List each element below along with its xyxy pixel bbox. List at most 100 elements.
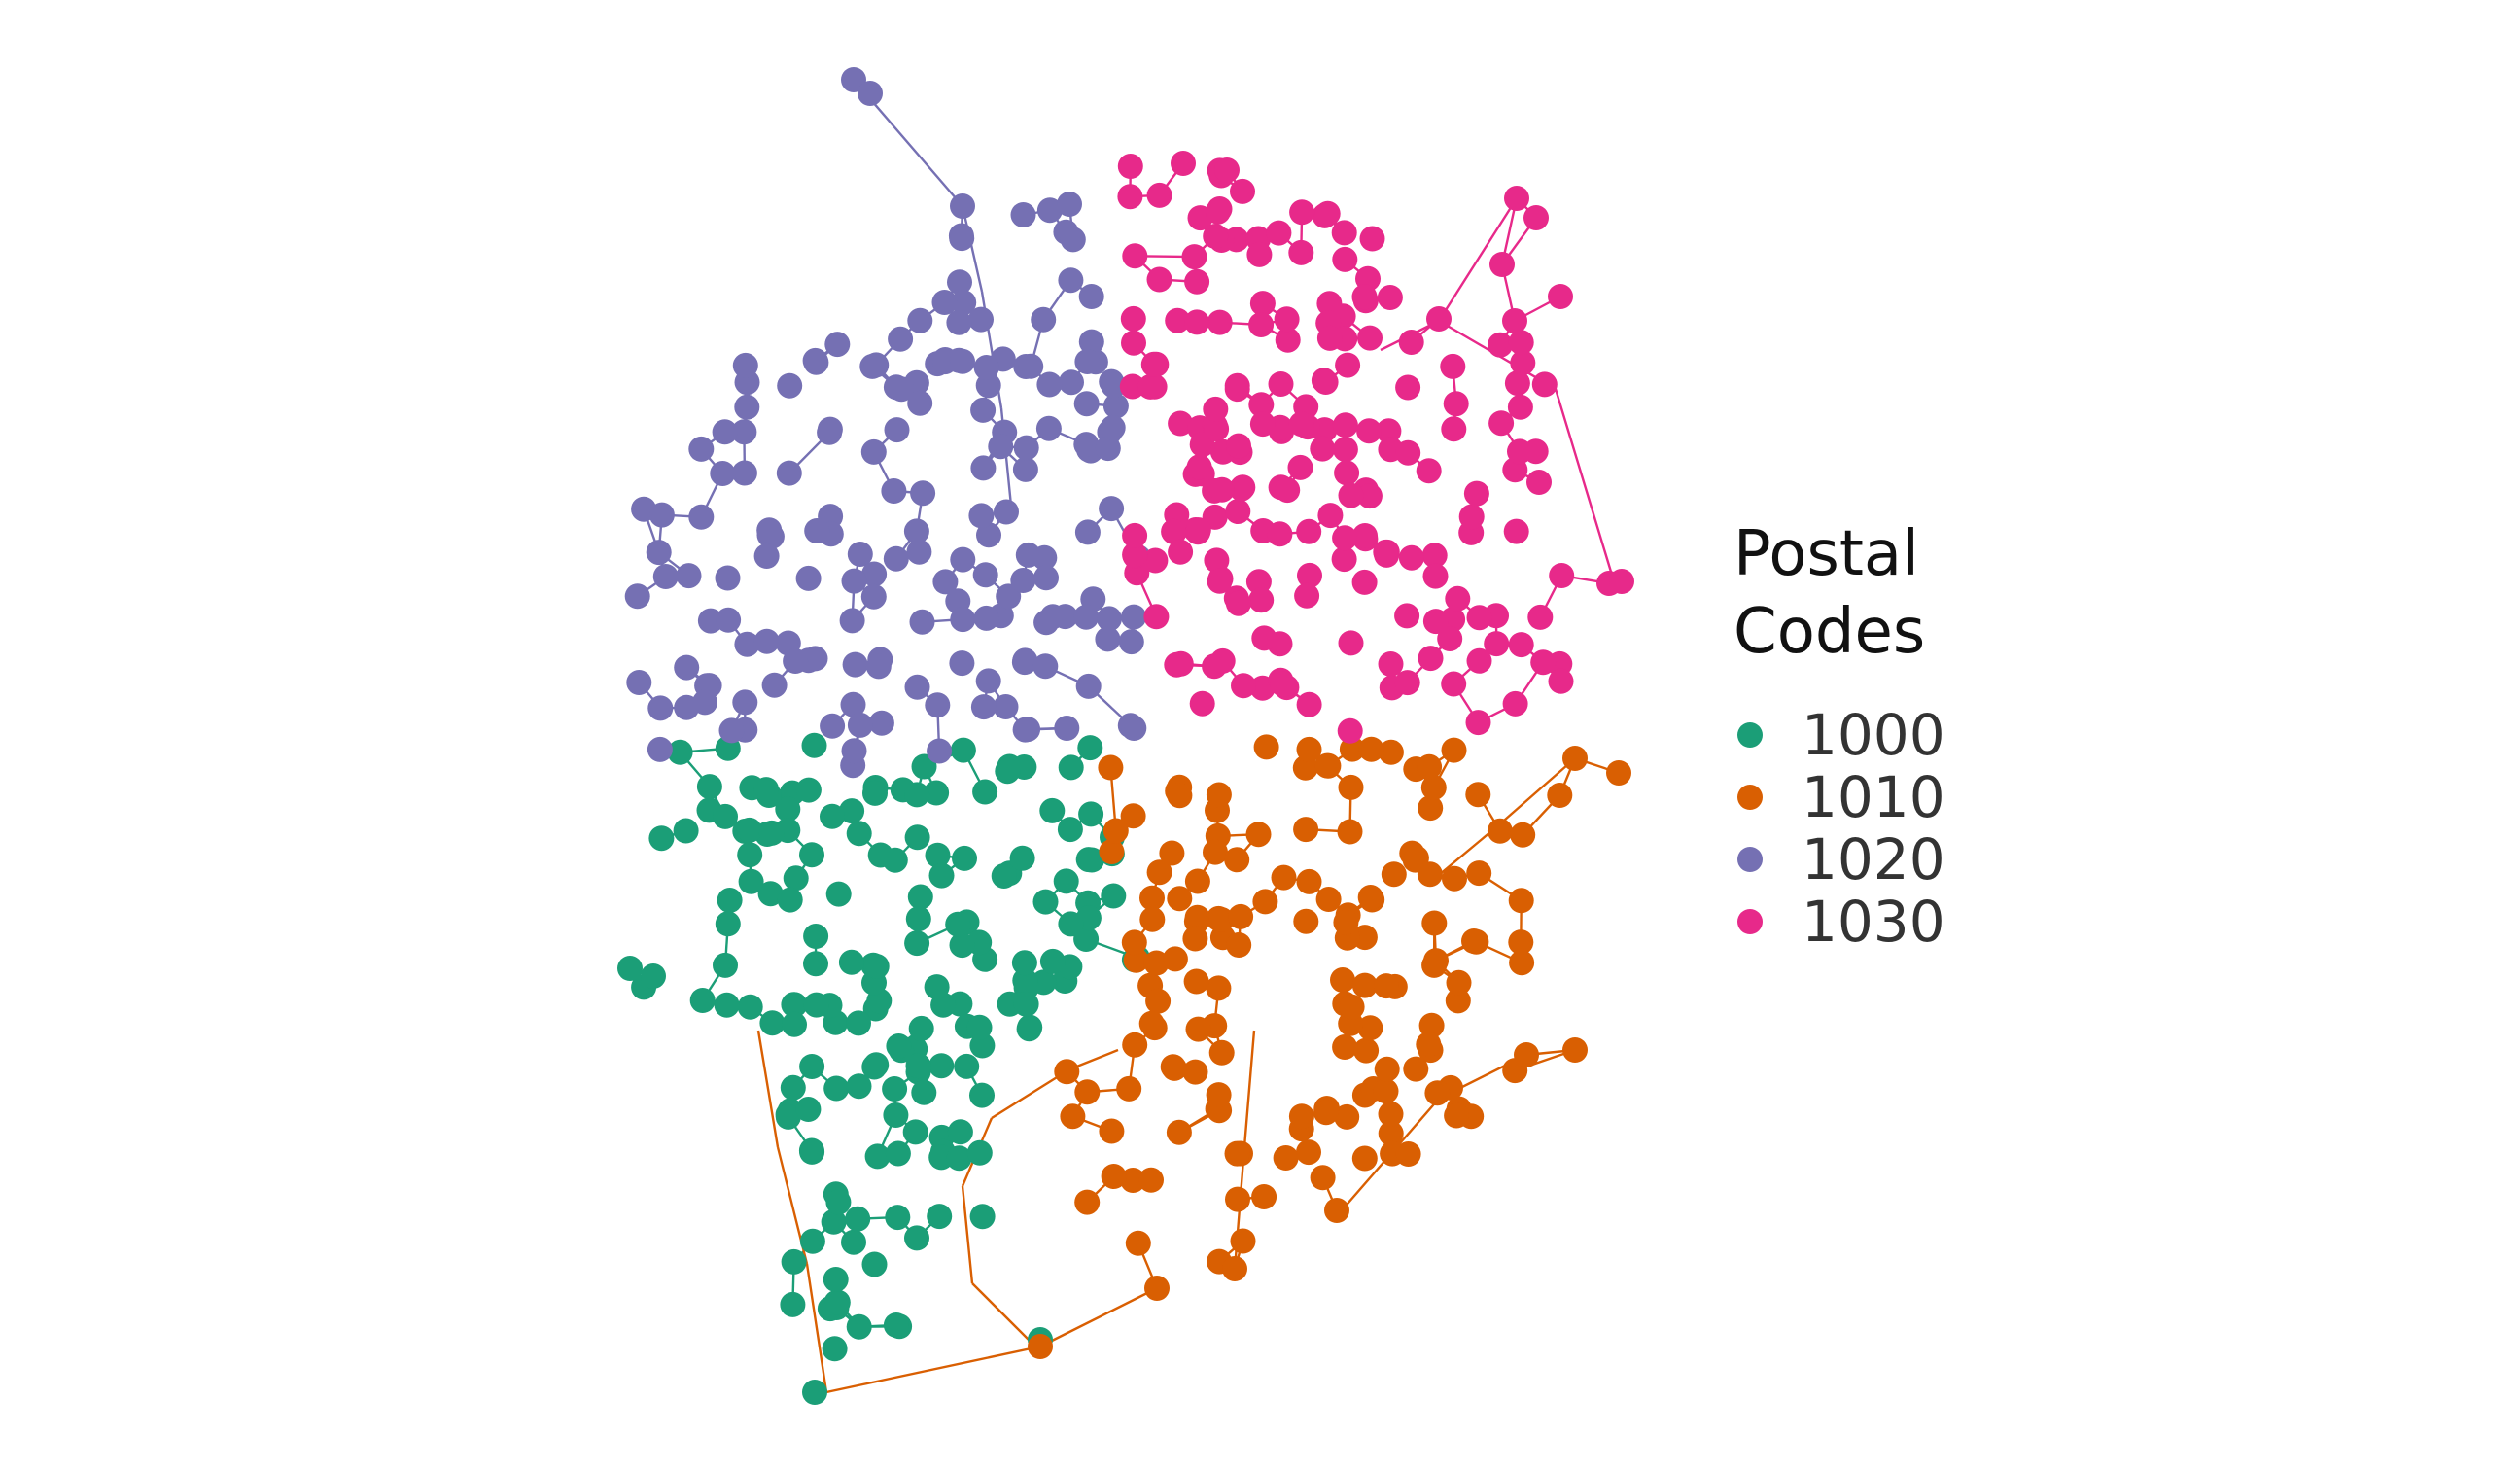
network-node-1030 [1314, 200, 1341, 227]
network-node-1010 [1144, 1276, 1170, 1301]
network-node-1030 [1294, 582, 1320, 609]
network-node-1030 [1508, 330, 1534, 356]
network-node-1020 [1018, 353, 1044, 379]
network-node-1030 [1488, 410, 1515, 437]
network-node-1030 [1338, 482, 1364, 508]
network-node-1020 [731, 460, 757, 486]
network-node-1000 [904, 824, 930, 851]
network-node-1030 [1224, 376, 1250, 402]
network-node-1030 [1266, 220, 1292, 246]
network-node-1020 [624, 583, 650, 610]
network-node-1030 [1548, 668, 1574, 694]
network-node-1020 [777, 372, 803, 399]
network-node-1000 [841, 1229, 866, 1255]
network-node-1030 [1317, 503, 1344, 529]
network-node-1000 [904, 782, 930, 808]
network-node-1030 [1332, 437, 1358, 463]
network-node-1010 [1373, 973, 1399, 999]
network-node-1000 [803, 951, 828, 977]
network-node-1010 [1514, 1042, 1539, 1068]
legend-item-1010: 1010 [1733, 766, 2054, 828]
network-node-1020 [949, 226, 975, 252]
network-node-1020 [950, 607, 976, 633]
network-node-1000 [907, 884, 933, 910]
network-node-1020 [646, 540, 672, 566]
road-edge [961, 1185, 974, 1284]
network-node-1000 [823, 1075, 850, 1102]
network-node-1020 [1102, 393, 1129, 419]
network-node-1000 [846, 1073, 872, 1100]
network-node-1000 [995, 758, 1021, 785]
network-node-1010 [1206, 1082, 1232, 1108]
network-node-1010 [1418, 795, 1444, 822]
network-node-1000 [1077, 735, 1103, 761]
network-node-1020 [674, 654, 700, 681]
network-node-1010 [1337, 819, 1363, 845]
network-node-1000 [839, 798, 865, 824]
network-node-1030 [1466, 605, 1492, 631]
network-node-1020 [676, 563, 702, 589]
network-node-1030 [1394, 603, 1420, 629]
network-node-1020 [647, 736, 673, 762]
network-node-1020 [1101, 372, 1127, 399]
network-node-1020 [802, 646, 828, 672]
network-node-1000 [1058, 754, 1084, 781]
network-node-1010 [1273, 1145, 1299, 1171]
network-node-1030 [1230, 178, 1255, 204]
network-node-1000 [782, 1011, 807, 1037]
legend-label-1020: 1020 [1802, 826, 1945, 892]
network-node-1010 [1099, 1118, 1125, 1144]
network-node-1000 [952, 845, 977, 871]
network-node-1010 [1167, 886, 1193, 912]
network-node-1010 [1441, 737, 1467, 763]
network-node-1030 [1378, 651, 1404, 677]
network-node-1020 [1012, 456, 1038, 482]
road-edge [1438, 825, 1498, 876]
network-node-1030 [1395, 439, 1421, 466]
network-node-1010 [1373, 1078, 1399, 1104]
network-node-1000 [905, 1053, 931, 1079]
legend-title: Postal Codes [1733, 518, 1926, 668]
network-node-1020 [753, 543, 780, 569]
network-node-1010 [1121, 929, 1147, 956]
network-node-1010 [1508, 929, 1534, 956]
network-node-1000 [861, 1054, 888, 1080]
network-node-1010 [1253, 734, 1279, 760]
network-node-1010 [1120, 803, 1146, 829]
network-node-1020 [968, 503, 995, 529]
network-node-1030 [1207, 568, 1233, 594]
network-node-1000 [775, 796, 801, 822]
network-node-1020 [906, 539, 932, 565]
network-node-1020 [731, 419, 757, 445]
network-node-1030 [1398, 544, 1424, 571]
network-node-1030 [1337, 718, 1363, 744]
network-node-1030 [1548, 284, 1573, 309]
network-node-1020 [688, 436, 715, 462]
network-node-1030 [1138, 373, 1164, 400]
network-node-1000 [781, 1248, 807, 1275]
network-node-1010 [1421, 910, 1448, 936]
network-node-1000 [1075, 847, 1102, 873]
network-node-1010 [1606, 760, 1631, 786]
road-edge [1554, 388, 1616, 582]
network-node-1010 [1417, 861, 1443, 888]
network-node-1020 [820, 713, 846, 739]
network-node-1020 [847, 542, 873, 567]
network-node-1030 [1503, 518, 1529, 544]
network-node-1010 [1445, 988, 1471, 1014]
network-node-1030 [1146, 266, 1172, 293]
network-node-1020 [1118, 629, 1144, 655]
network-node-1010 [1184, 868, 1210, 894]
network-node-1000 [775, 1103, 801, 1130]
network-node-1010 [1099, 839, 1125, 864]
network-node-1020 [1058, 267, 1084, 294]
network-nodes [617, 67, 1634, 1405]
network-node-1000 [846, 1010, 871, 1036]
network-node-1010 [1310, 1165, 1336, 1191]
network-node-1020 [648, 502, 675, 528]
network-node-1000 [885, 1140, 911, 1167]
network-node-1020 [732, 352, 758, 378]
network-node-1020 [776, 460, 802, 486]
network-node-1020 [1078, 284, 1104, 309]
network-node-1020 [1054, 716, 1080, 741]
